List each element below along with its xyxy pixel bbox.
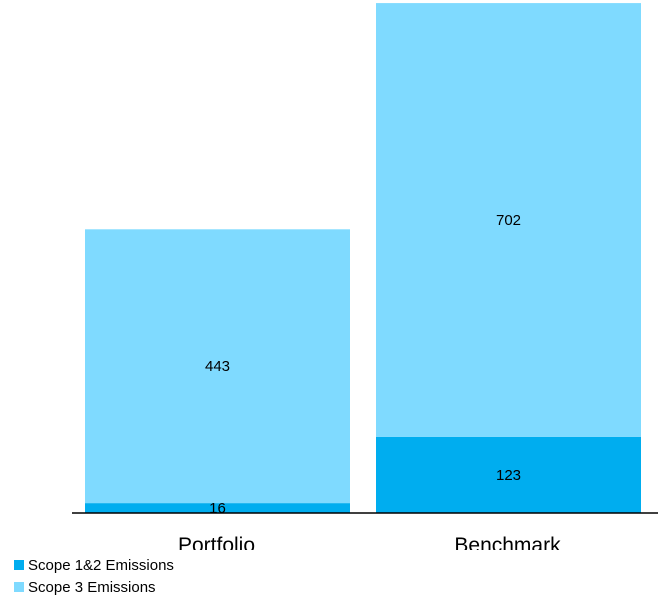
legend: Scope 1&2 Emissions Scope 3 Emissions — [14, 554, 174, 598]
category-label-benchmark: Benchmark — [454, 534, 561, 550]
bars-layer — [85, 3, 641, 513]
legend-item-series-1: Scope 3 Emissions — [14, 576, 174, 598]
data-label-portfolio-series-1: 443 — [205, 358, 230, 375]
data-label-benchmark-series-0: 123 — [496, 467, 521, 484]
legend-swatch — [14, 560, 24, 570]
stacked-bar-chart: 16 443 123 702 Portfolio Benchmark — [72, 3, 658, 550]
legend-swatch — [14, 582, 24, 592]
value-labels-layer: 16 443 123 702 — [205, 212, 521, 517]
bar-benchmark-series-0 — [376, 436, 641, 513]
data-label-benchmark-series-1: 702 — [496, 212, 521, 229]
category-label-portfolio: Portfolio — [178, 534, 255, 550]
data-label-portfolio-series-0: 16 — [209, 500, 226, 517]
bar-portfolio-series-1 — [85, 229, 350, 504]
bar-portfolio-series-0 — [85, 503, 350, 513]
bar-benchmark-series-1 — [376, 3, 641, 437]
legend-label: Scope 3 Emissions — [28, 578, 156, 596]
category-labels-layer: Portfolio Benchmark — [178, 534, 561, 550]
legend-item-series-0: Scope 1&2 Emissions — [14, 554, 174, 576]
legend-label: Scope 1&2 Emissions — [28, 556, 174, 574]
